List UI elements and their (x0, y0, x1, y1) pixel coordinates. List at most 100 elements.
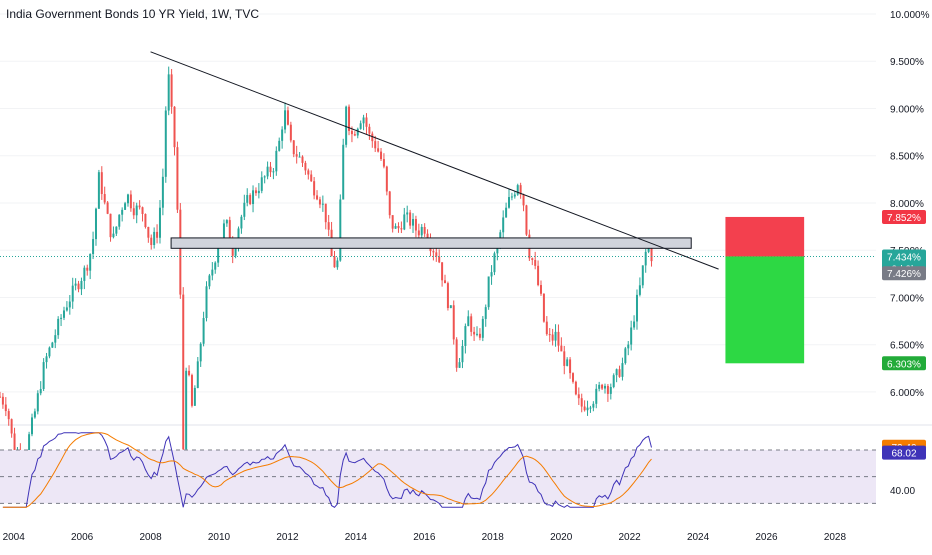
candle-body (339, 199, 342, 261)
candle-body (228, 220, 231, 243)
candle-body (298, 156, 301, 158)
candle-body (100, 172, 103, 195)
candle-body (406, 212, 409, 215)
candle-body (589, 407, 592, 409)
candle-body (371, 133, 374, 142)
candle-body (560, 345, 563, 352)
candle-body (348, 106, 351, 131)
candle-body (321, 203, 324, 205)
candle-body (83, 267, 86, 281)
price-value-tag-text: 7.426% (887, 269, 921, 280)
price-pane-grid (0, 13, 932, 426)
time-axis: 2004 2006 2008 2010 2012 2014 2016 2018 2020 2022… (3, 532, 847, 543)
time-tick-label: 2004 (3, 532, 26, 543)
price-tick-label: 9.000% (890, 104, 924, 115)
candle-body (452, 305, 455, 340)
candle-body (71, 285, 74, 302)
candle-body (403, 214, 406, 230)
candle-body (135, 205, 138, 216)
candle-body (48, 347, 51, 357)
candle-body (618, 369, 621, 377)
candle-body (353, 134, 356, 136)
candle-body (147, 226, 150, 238)
time-tick-label: 2026 (755, 532, 778, 543)
candle-body (141, 207, 144, 214)
candle-body (202, 318, 205, 344)
candle-body (118, 214, 121, 227)
candle-body (51, 342, 54, 348)
candle-body (266, 166, 269, 177)
candle-body (196, 361, 199, 388)
candle-body (534, 259, 537, 266)
candle-body (260, 177, 263, 191)
candle-body (324, 203, 327, 223)
candle-body (115, 226, 118, 234)
candle-body (0, 396, 1, 398)
candle-body (409, 212, 412, 226)
candle-body (458, 362, 461, 368)
price-tick-label: 8.500% (890, 152, 924, 163)
candle-body (62, 310, 65, 318)
candle-body (455, 339, 458, 368)
candle-body (103, 194, 106, 203)
time-tick-label: 2006 (71, 532, 94, 543)
candle-body (414, 219, 417, 231)
candle-body (68, 301, 71, 308)
candle-body (380, 151, 383, 160)
candle-body (510, 196, 513, 198)
candle-body (525, 205, 528, 235)
candle-body (569, 359, 572, 374)
candle-body (432, 251, 435, 253)
candle-body (39, 388, 42, 394)
candle-body (633, 321, 636, 328)
candle-body (74, 283, 77, 286)
candle-body (461, 345, 464, 363)
candle-body (132, 208, 135, 216)
candle-body (57, 318, 60, 336)
candle-body (86, 267, 89, 271)
candle-body (164, 110, 167, 177)
price-tick-label: 6.500% (890, 341, 924, 352)
candle-body (603, 385, 606, 389)
candle-body (566, 359, 569, 366)
candle-body (150, 237, 153, 245)
time-tick-label: 2010 (208, 532, 231, 543)
candle-body (609, 387, 612, 394)
candle-body (513, 194, 516, 197)
price-value-tag-text: 6.303% (887, 359, 921, 370)
candle-body (188, 370, 191, 376)
candle-body (624, 348, 627, 364)
time-tick-label: 2020 (550, 532, 573, 543)
candle-body (630, 327, 633, 345)
candle-body (167, 74, 170, 111)
candle-body (464, 326, 467, 346)
candle-body (54, 335, 57, 343)
candle-body (362, 117, 365, 124)
candle-body (542, 293, 545, 322)
candle-body (94, 208, 97, 240)
candle-body (176, 147, 179, 210)
candle-body (391, 215, 394, 229)
candle-body (144, 213, 147, 227)
candle-body (417, 230, 420, 236)
stop-loss-zone (725, 216, 805, 257)
candle-body (438, 256, 441, 263)
chart-title: India Government Bonds 10 YR Yield, 1W, … (6, 7, 260, 21)
candle-body (60, 317, 63, 319)
candle-body (112, 233, 115, 238)
candle-body (234, 245, 237, 256)
resistance-zone (170, 237, 692, 249)
take-profit-zone (725, 256, 805, 364)
time-tick-label: 2012 (276, 532, 299, 543)
candle-body (313, 181, 316, 196)
candle-body (484, 307, 487, 319)
candle-body (397, 226, 400, 229)
candle-body (45, 356, 48, 363)
time-tick-label: 2008 (139, 532, 162, 543)
candle-body (345, 106, 348, 145)
candle-body (493, 253, 496, 273)
time-tick-label: 2024 (687, 532, 710, 543)
candle-body (621, 363, 624, 377)
